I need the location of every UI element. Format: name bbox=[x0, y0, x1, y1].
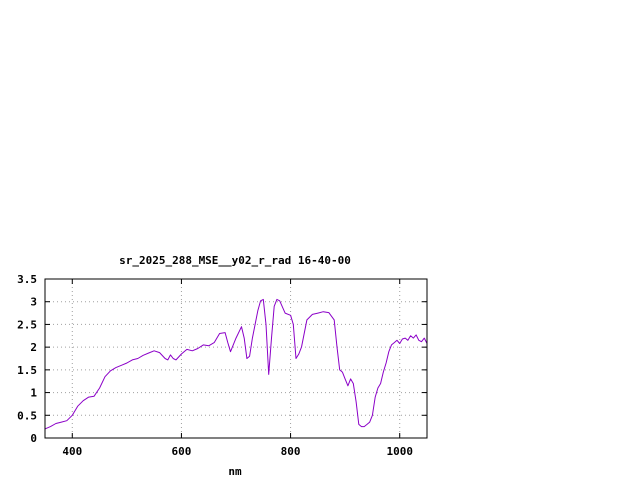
grid bbox=[45, 279, 427, 438]
y-tick-label: 2 bbox=[30, 341, 37, 354]
x-axis-label: nm bbox=[228, 465, 242, 478]
x-tick-label: 1000 bbox=[386, 445, 413, 458]
x-tick-label: 400 bbox=[62, 445, 82, 458]
series-line-0 bbox=[44, 298, 428, 430]
y-tick-label: 3.5 bbox=[17, 273, 37, 286]
x-tick-label: 600 bbox=[171, 445, 191, 458]
y-tick-label: 0.5 bbox=[17, 409, 37, 422]
data-series bbox=[44, 298, 428, 430]
y-tick-label: 1.5 bbox=[17, 364, 37, 377]
y-tick-label: 3 bbox=[30, 296, 37, 309]
y-tick-label: 0 bbox=[30, 432, 37, 445]
y-tick-label: 1 bbox=[30, 387, 37, 400]
axis-ticks: 0 0.5 1 1.5 2 2.5 3 3.5 400 600 800 1000 bbox=[17, 273, 427, 458]
y-tick-label: 2.5 bbox=[17, 318, 37, 331]
chart-title: sr_2025_288_MSE__y02_r_rad 16-40-00 bbox=[119, 254, 351, 267]
plot-frame bbox=[44, 278, 428, 439]
x-tick-label: 800 bbox=[281, 445, 301, 458]
